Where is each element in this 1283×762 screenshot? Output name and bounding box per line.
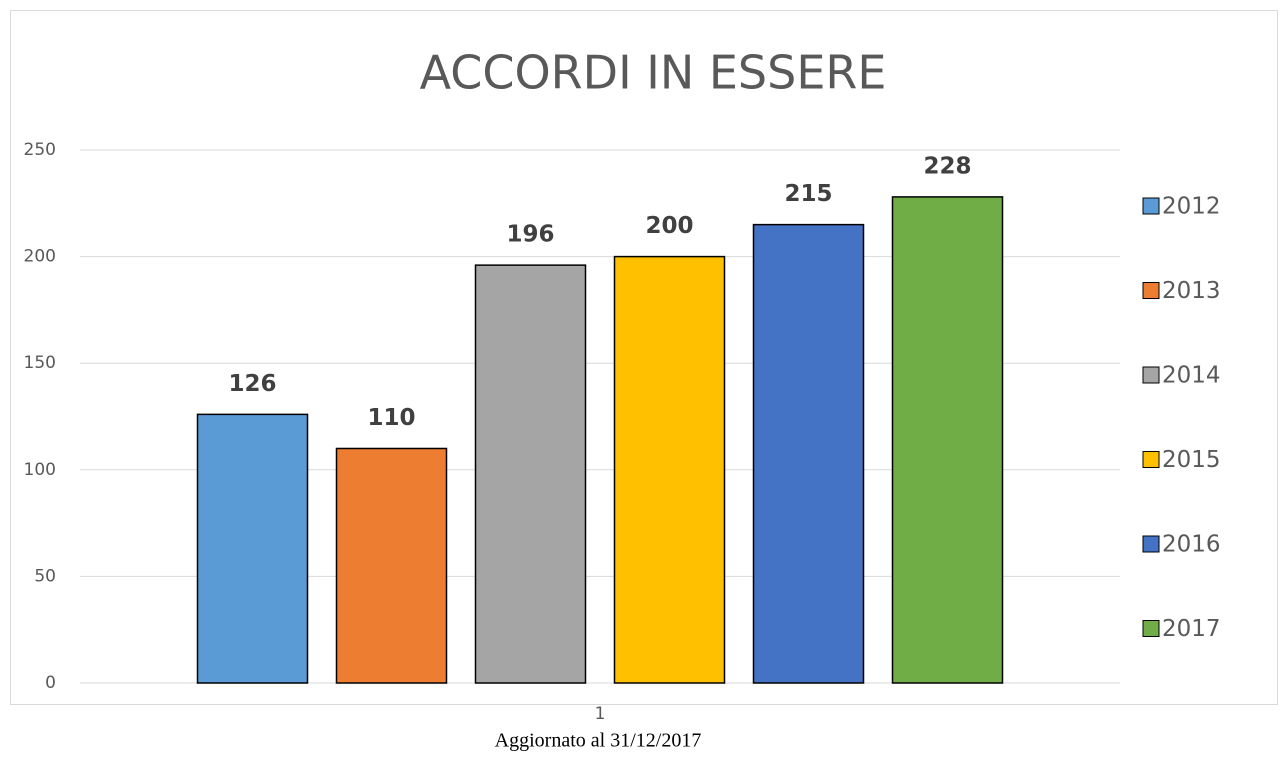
data-label: 200 bbox=[645, 213, 693, 239]
legend-label: 2013 bbox=[1162, 278, 1221, 304]
legend-label: 2017 bbox=[1162, 616, 1221, 642]
legend-swatch bbox=[1142, 620, 1160, 637]
legend-label: 2015 bbox=[1162, 447, 1221, 473]
caption: Aggiornato al 31/12/2017 bbox=[495, 730, 702, 752]
y-tick-label: 0 bbox=[45, 673, 56, 693]
data-label: 110 bbox=[367, 405, 415, 431]
data-label: 215 bbox=[784, 181, 832, 207]
legend-label: 2014 bbox=[1162, 363, 1221, 389]
data-label: 228 bbox=[923, 153, 971, 179]
y-tick-label: 50 bbox=[34, 566, 56, 586]
y-tick-label: 150 bbox=[24, 353, 56, 373]
legend-swatch bbox=[1142, 535, 1160, 553]
data-label: 126 bbox=[228, 371, 276, 397]
x-tick-label: 1 bbox=[595, 704, 606, 724]
bar bbox=[613, 255, 726, 684]
legend-label: 2016 bbox=[1162, 532, 1221, 558]
legend-label: 2012 bbox=[1162, 194, 1221, 220]
data-label: 196 bbox=[506, 222, 554, 248]
chart-title: ACCORDI IN ESSERE bbox=[420, 46, 887, 100]
bar bbox=[891, 196, 1004, 684]
bar bbox=[335, 447, 448, 684]
legend-swatch bbox=[1142, 366, 1160, 384]
bar bbox=[474, 264, 587, 684]
y-tick-label: 100 bbox=[24, 460, 56, 480]
legend-swatch bbox=[1142, 282, 1160, 299]
legend-swatch bbox=[1142, 197, 1160, 215]
legend-swatch bbox=[1142, 451, 1160, 468]
bar bbox=[196, 413, 309, 684]
y-tick-label: 200 bbox=[24, 247, 56, 267]
y-tick-label: 250 bbox=[24, 140, 56, 160]
bar bbox=[752, 223, 865, 684]
